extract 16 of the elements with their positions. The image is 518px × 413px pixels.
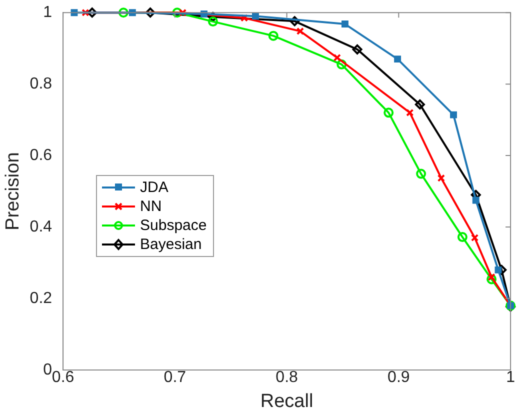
y-tick-label: 0.6 — [30, 146, 52, 164]
legend-label: Subspace — [140, 216, 207, 235]
y-tick-label: 1 — [43, 4, 52, 22]
legend-label: JDA — [140, 178, 168, 197]
legend-label: NN — [140, 197, 162, 216]
x-axis-title: Recall — [260, 390, 314, 412]
y-tick-label: 0.8 — [30, 75, 52, 92]
x-tick-label: 0.8 — [276, 369, 298, 386]
y-axis-title: Precision — [2, 152, 24, 230]
x-tick-label: 1 — [506, 369, 516, 386]
y-tick-label: 0.4 — [30, 218, 52, 236]
y-tick-label: 0.2 — [30, 290, 52, 307]
x-tick-label: 0.7 — [164, 369, 186, 386]
x-tick-label: 0.9 — [388, 369, 410, 386]
legend-label: Bayesian — [140, 235, 202, 254]
y-tick-label: 0 — [43, 361, 52, 378]
